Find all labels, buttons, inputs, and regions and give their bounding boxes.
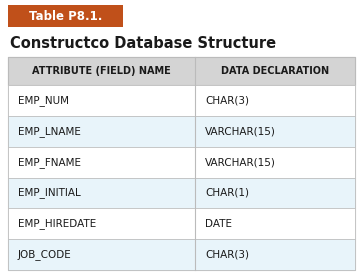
FancyBboxPatch shape bbox=[8, 85, 355, 116]
FancyBboxPatch shape bbox=[8, 57, 355, 270]
Text: EMP_HIREDATE: EMP_HIREDATE bbox=[18, 218, 96, 229]
FancyBboxPatch shape bbox=[8, 239, 355, 270]
Text: EMP_FNAME: EMP_FNAME bbox=[18, 157, 81, 167]
Text: DATA DECLARATION: DATA DECLARATION bbox=[221, 66, 329, 76]
Text: DATE: DATE bbox=[205, 219, 232, 229]
FancyBboxPatch shape bbox=[8, 147, 355, 177]
FancyBboxPatch shape bbox=[8, 177, 355, 208]
Text: Constructco Database Structure: Constructco Database Structure bbox=[10, 35, 276, 51]
Text: Table P8.1.: Table P8.1. bbox=[29, 10, 102, 23]
Text: CHAR(3): CHAR(3) bbox=[205, 95, 249, 105]
Text: CHAR(3): CHAR(3) bbox=[205, 250, 249, 260]
FancyBboxPatch shape bbox=[8, 5, 123, 27]
Text: VARCHAR(15): VARCHAR(15) bbox=[205, 126, 276, 136]
Text: EMP_INITIAL: EMP_INITIAL bbox=[18, 188, 81, 198]
FancyBboxPatch shape bbox=[8, 57, 355, 85]
FancyBboxPatch shape bbox=[8, 116, 355, 147]
Text: EMP_LNAME: EMP_LNAME bbox=[18, 126, 81, 137]
Text: VARCHAR(15): VARCHAR(15) bbox=[205, 157, 276, 167]
Text: ATTRIBUTE (FIELD) NAME: ATTRIBUTE (FIELD) NAME bbox=[32, 66, 171, 76]
Text: CHAR(1): CHAR(1) bbox=[205, 188, 249, 198]
Text: JOB_CODE: JOB_CODE bbox=[18, 249, 72, 260]
Text: EMP_NUM: EMP_NUM bbox=[18, 95, 69, 106]
FancyBboxPatch shape bbox=[8, 208, 355, 239]
